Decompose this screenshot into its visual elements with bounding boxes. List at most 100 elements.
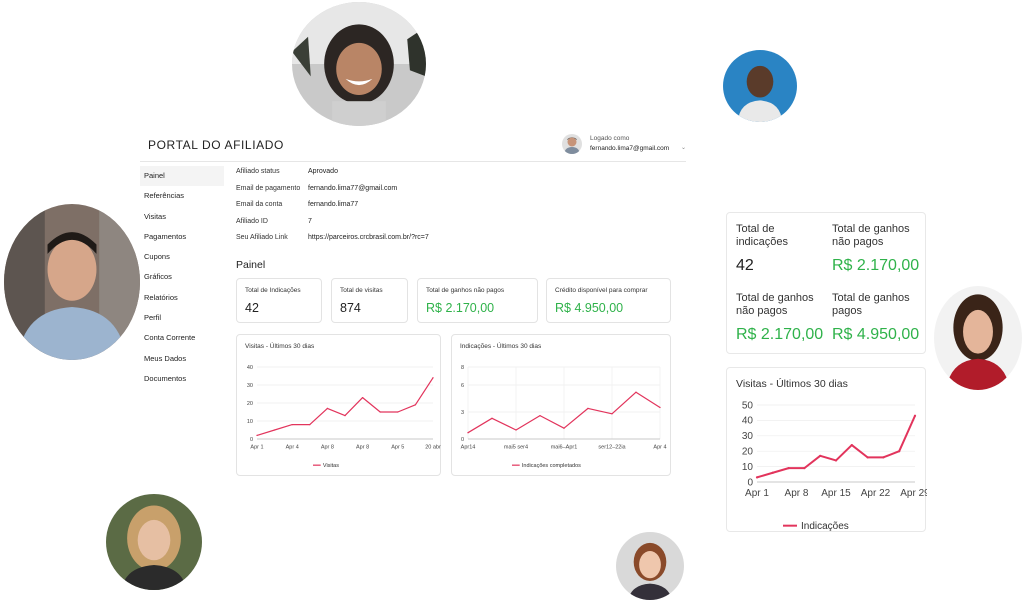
affiliate-link[interactable]: https://parceiros.crcbrasil.com.br/?rc=7 [308,234,429,242]
x-tick-label: Apr 4 [653,445,666,451]
portal-title: PORTAL DO AFILIADO [148,138,284,152]
y-tick-label: 8 [461,365,464,371]
data-point [491,417,493,419]
stat-value: R$ 4.950,00 [555,301,624,315]
data-point [379,411,381,413]
info-row: Email de pagamento fernando.lima77@gmail… [236,185,536,202]
legend-label: Indicações completados [522,463,581,469]
legend-label: Visitas [323,463,339,469]
x-tick-label: Apr14 [461,445,476,451]
sidebar-item-conta-corrente[interactable]: Conta Corrente [144,333,196,343]
stat-value: 874 [340,301,361,315]
stat-value: R$ 2.170,00 [426,301,495,315]
data-point [882,456,885,459]
chevron-down-icon[interactable]: ⌄ [681,145,687,151]
legend-label: Indicações [801,521,849,532]
data-point [819,454,822,457]
info-label: Email da conta [236,201,283,209]
info-row: Seu Afiliado Link https://parceiros.crcb… [236,234,536,251]
info-label: Email de pagamento [236,184,301,192]
summary-label: Total de ganhos não pagos [736,292,814,317]
avatar-woman-palms [292,2,426,126]
sidebar-item-meus-dados[interactable]: Meus Dados [144,353,187,363]
sidebar-item-painel[interactable]: Painel [140,166,224,187]
y-tick-label: 0 [250,437,253,443]
info-row: Afiliado ID 7 [236,218,536,235]
visitas-large-chart: 0 10 20 30 40 50 Apr 1 Apr 8 Apr 15 Apr 22 Apr 29 I… [742,400,927,532]
data-point [291,423,293,426]
data-point [771,471,774,474]
x-tick-label: mai5 ser4 [504,445,528,451]
affiliate-portal: PORTAL DO AFILIADO Logado como fernando.… [140,128,686,488]
y-tick-label: 20 [742,447,754,458]
data-point [898,450,901,453]
chart-card-visitas: Visitas - Últimos 30 dias 0 10 20 30 40 Apr 1… [236,334,441,476]
data-point [803,467,806,470]
y-tick-label: 0 [747,477,753,488]
visitas-chart: 0 10 20 30 40 Apr 1 Apr 4 Apr 8 Apr 8 Apr 5 20 abr… [247,365,441,469]
summary-label: Total de ganhos não pagos [832,223,910,248]
sidebar-item-pagamentos[interactable]: Pagamentos [144,231,187,241]
data-point [563,427,565,429]
data-point [787,467,790,470]
logged-as-label: Logado como [590,135,630,142]
y-tick-label: 6 [461,383,464,389]
summary-value: 42 [736,257,754,274]
sidebar-item-relatorios[interactable]: Relatórios [144,292,178,302]
x-tick-label: Apr 15 [821,488,851,499]
stat-label: Total de ganhos não pagos [426,287,505,294]
chart-title: Visitas - Últimos 30 dias [245,343,315,350]
sidebar-item-referencias[interactable]: Referências [144,191,185,201]
y-tick-label: 50 [742,400,754,411]
stat-card-visitas: Total de visitas 874 [331,278,408,323]
chart-title: Visitas - Últimos 30 dias [736,378,848,390]
user-avatar [562,134,582,154]
x-tick-label: Apr 4 [286,445,299,451]
info-label: Seu Afiliado Link [236,234,288,242]
info-label: Afiliado status [236,168,280,175]
summary-value: R$ 4.950,00 [832,326,920,343]
data-point [611,413,613,415]
sidebar-item-cupons[interactable]: Cupons [144,252,170,262]
data-point [635,391,637,393]
stat-card-ganhos-nao-pagos: Total de ganhos não pagos R$ 2.170,00 [417,278,538,323]
data-point [539,414,541,417]
info-value: fernando.lima77@gmail.com [308,184,398,192]
x-tick-label: Apr 8 [356,445,369,451]
y-tick-label: 3 [461,410,464,416]
data-point [361,396,364,399]
stat-card-credito: Crédito disponível para comprar R$ 4.950… [546,278,671,323]
x-tick-label: Apr 1 [745,488,769,499]
sidebar-item-documentos[interactable]: Documentos [144,373,187,383]
chart-card-visitas-large: Visitas - Últimos 30 dias 0 10 20 30 40 50 Apr… [726,367,927,532]
user-email: fernando.lima7@gmail.com [590,145,670,152]
info-value: fernando.lima77 [308,201,359,209]
y-tick-label: 30 [247,383,253,389]
data-point [309,423,311,426]
y-tick-label: 40 [742,416,754,427]
data-point [866,456,869,459]
data-point [755,476,759,479]
data-point [587,407,589,410]
x-tick-label: ser12–22ia [598,445,626,451]
sidebar-item-visitas[interactable]: Visitas [144,211,166,221]
portal-header: PORTAL DO AFILIADO Logado como fernando.… [140,128,686,162]
stat-label: Total de visitas [340,287,383,294]
y-tick-label: 40 [247,365,253,371]
sidebar-item-graficos[interactable]: Gráficos [144,272,172,282]
info-value: 7 [308,217,312,225]
summary-label: Total de indicações [736,223,788,248]
indicacoes-chart: 0 3 6 8 Apr14 mai5 ser4 mai6–Apr1 ser12–22ia Apr… [461,365,667,469]
data-point [344,414,346,417]
sidebar-item-perfil[interactable]: Perfil [144,313,162,323]
chart-card-indicacoes: Indicações - Últimos 30 dias 0 3 6 8 Apr14 ma… [451,334,671,476]
info-row: Email da conta fernando.lima77 [236,201,536,218]
data-point [256,434,258,437]
x-tick-label: Apr 29 [900,488,927,499]
user-menu[interactable]: Logado como fernando.lima7@gmail.com ⌄ [560,132,686,158]
data-point [659,406,661,409]
summary-value: R$ 2.170,00 [736,326,824,343]
x-tick-label: Apr 22 [861,488,891,499]
sidebar: Painel Referências Visitas Pagamentos Cu… [140,166,224,389]
x-tick-label: 20 abr [425,445,441,451]
